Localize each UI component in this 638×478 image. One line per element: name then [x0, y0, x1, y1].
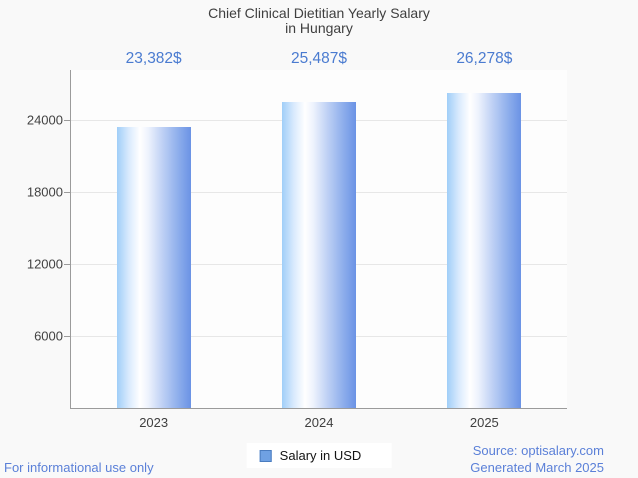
chart-title: Chief Clinical Dietitian Yearly Salary i… — [0, 6, 638, 36]
y-tick-mark — [64, 192, 70, 193]
bar-2024 — [282, 102, 356, 408]
y-tick-mark — [64, 264, 70, 265]
bar-value-label: 25,487$ — [290, 50, 348, 67]
legend: Salary in USD — [246, 443, 392, 468]
plot-area: 6000 12000 18000 24000 23,382$ 2023 25,487$ 202… — [27, 50, 567, 430]
legend-swatch-icon — [259, 449, 272, 462]
chart-title-line2: in Hungary — [285, 20, 353, 36]
y-tick-mark — [64, 336, 70, 337]
y-tick-mark — [64, 120, 70, 121]
source-info: Source: optisalary.com Generated March 2… — [470, 442, 604, 476]
source-line: Source: optisalary.com — [472, 443, 604, 458]
generated-line: Generated March 2025 — [470, 460, 604, 475]
y-tick-label: 24000 — [26, 112, 63, 128]
legend-label: Salary in USD — [279, 448, 362, 463]
bar-value-label: 26,278$ — [456, 50, 513, 67]
x-tick-label: 2024 — [304, 415, 334, 430]
x-tick-label: 2023 — [139, 415, 169, 430]
y-tick-label: 12000 — [26, 256, 63, 272]
y-tick-label: 6000 — [34, 328, 63, 344]
bar-value-label: 23,382$ — [125, 50, 182, 67]
bar-2023 — [116, 127, 191, 408]
chart-title-line1: Chief Clinical Dietitian Yearly Salary — [208, 5, 430, 21]
bar-2025 — [447, 92, 522, 408]
disclaimer-text: For informational use only — [4, 460, 154, 475]
x-tick-label: 2025 — [469, 415, 499, 430]
y-tick-label: 18000 — [26, 184, 63, 200]
